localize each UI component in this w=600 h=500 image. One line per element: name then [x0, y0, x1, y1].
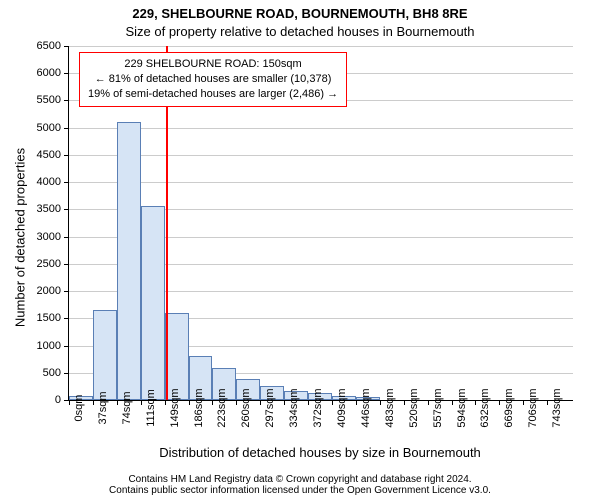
x-tick	[236, 400, 237, 405]
chart-title-line2: Size of property relative to detached ho…	[0, 24, 600, 39]
x-tick-label: 706sqm	[527, 388, 539, 427]
x-tick-label: 37sqm	[97, 391, 109, 424]
x-tick	[332, 400, 333, 405]
histogram-bar	[93, 310, 117, 400]
x-tick-label: 520sqm	[408, 388, 420, 427]
y-tick-label: 3000	[21, 231, 61, 243]
x-tick-label: 260sqm	[240, 388, 252, 427]
x-tick-label: 334sqm	[288, 388, 300, 427]
x-tick-label: 743sqm	[551, 388, 563, 427]
y-gridline	[69, 46, 573, 47]
y-tick-label: 1000	[21, 340, 61, 352]
x-tick	[475, 400, 476, 405]
x-tick-label: 186sqm	[193, 388, 205, 427]
y-tick-label: 500	[21, 367, 61, 379]
y-tick	[64, 100, 69, 101]
x-tick	[547, 400, 548, 405]
footer-line2: Contains public sector information licen…	[0, 485, 600, 496]
annotation-line2: ← 81% of detached houses are smaller (10…	[88, 72, 338, 87]
x-tick-label: 557sqm	[432, 388, 444, 427]
x-tick	[93, 400, 94, 405]
y-tick	[64, 373, 69, 374]
x-tick	[141, 400, 142, 405]
y-tick-label: 2000	[21, 285, 61, 297]
x-tick	[380, 400, 381, 405]
x-tick	[428, 400, 429, 405]
y-tick-label: 5000	[21, 122, 61, 134]
y-tick	[64, 264, 69, 265]
x-axis-label: Distribution of detached houses by size …	[68, 445, 572, 460]
histogram-bar	[117, 122, 141, 400]
chart-footer: Contains HM Land Registry data © Crown c…	[0, 474, 600, 496]
y-tick-label: 3500	[21, 203, 61, 215]
x-tick	[212, 400, 213, 405]
x-tick	[404, 400, 405, 405]
histogram-bar	[141, 206, 165, 400]
x-tick	[523, 400, 524, 405]
x-tick	[117, 400, 118, 405]
x-tick	[284, 400, 285, 405]
y-tick	[64, 291, 69, 292]
annotation-box: 229 SHELBOURNE ROAD: 150sqm← 81% of deta…	[79, 52, 347, 107]
x-tick-label: 223sqm	[216, 388, 228, 427]
y-tick	[64, 237, 69, 238]
x-tick	[308, 400, 309, 405]
x-tick-label: 409sqm	[336, 388, 348, 427]
y-tick-label: 0	[21, 394, 61, 406]
x-tick-label: 446sqm	[360, 388, 372, 427]
x-tick	[165, 400, 166, 405]
x-tick	[452, 400, 453, 405]
y-tick	[64, 209, 69, 210]
y-gridline	[69, 182, 573, 183]
x-tick-label: 594sqm	[456, 388, 468, 427]
x-tick	[189, 400, 190, 405]
annotation-line3: 19% of semi-detached houses are larger (…	[88, 87, 338, 102]
y-tick	[64, 46, 69, 47]
y-tick	[64, 73, 69, 74]
x-tick	[69, 400, 70, 405]
x-tick-label: 669sqm	[503, 388, 515, 427]
x-tick-label: 74sqm	[121, 391, 133, 424]
chart-title-line1: 229, SHELBOURNE ROAD, BOURNEMOUTH, BH8 8…	[0, 6, 600, 21]
y-tick	[64, 128, 69, 129]
x-tick	[499, 400, 500, 405]
y-tick-label: 6000	[21, 67, 61, 79]
y-tick-label: 4500	[21, 149, 61, 161]
x-tick-label: 372sqm	[312, 388, 324, 427]
x-tick-label: 297sqm	[264, 388, 276, 427]
x-tick-label: 483sqm	[384, 388, 396, 427]
x-tick-label: 111sqm	[145, 389, 157, 427]
y-tick	[64, 346, 69, 347]
x-tick	[260, 400, 261, 405]
y-tick-label: 1500	[21, 312, 61, 324]
plot-area: 0500100015002000250030003500400045005000…	[68, 46, 573, 401]
y-tick-label: 5500	[21, 94, 61, 106]
y-tick	[64, 318, 69, 319]
y-tick-label: 2500	[21, 258, 61, 270]
x-tick-label: 0sqm	[73, 395, 85, 422]
y-tick	[64, 155, 69, 156]
y-tick-label: 6500	[21, 40, 61, 52]
footer-line1: Contains HM Land Registry data © Crown c…	[0, 474, 600, 485]
x-tick-label: 149sqm	[169, 388, 181, 427]
annotation-line1: 229 SHELBOURNE ROAD: 150sqm	[88, 57, 338, 72]
y-gridline	[69, 155, 573, 156]
y-tick	[64, 182, 69, 183]
x-tick-label: 632sqm	[479, 388, 491, 427]
histogram-bar	[165, 313, 189, 400]
y-gridline	[69, 128, 573, 129]
x-tick	[356, 400, 357, 405]
y-tick-label: 4000	[21, 176, 61, 188]
